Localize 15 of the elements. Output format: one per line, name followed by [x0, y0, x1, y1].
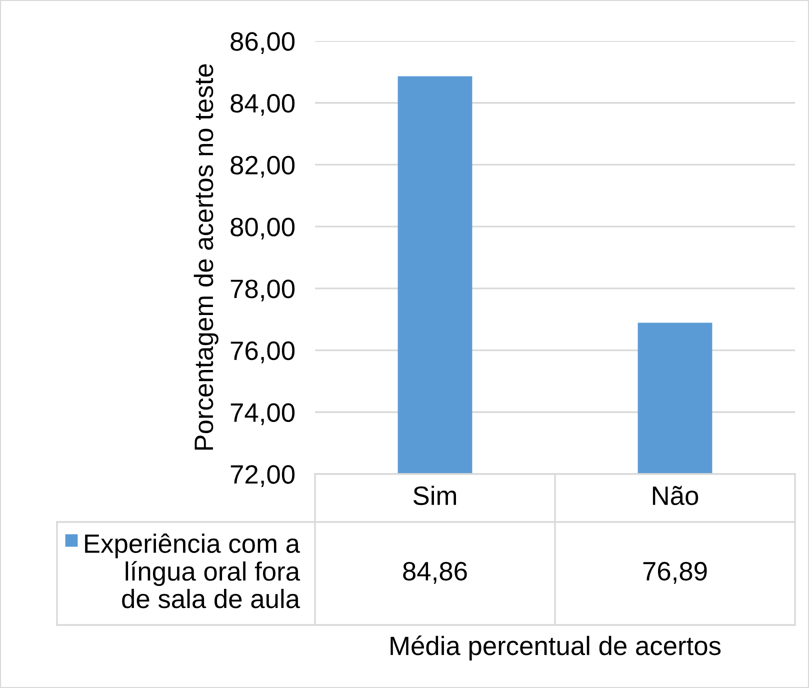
y-tick-label: 80,00: [230, 218, 295, 240]
x-tick-label: Não: [652, 486, 698, 506]
y-tick-label: 78,00: [230, 280, 295, 302]
legend-label: Experiência com a língua oral fora de sala de aula: [85, 534, 300, 608]
y-tick-label: 74,00: [230, 403, 295, 426]
y-tick-label: 82,00: [230, 156, 295, 178]
y-axis-title: Porcentagem de acertos no teste: [194, 64, 218, 450]
data-label: 76,89: [643, 562, 707, 584]
data-label: 84,86: [403, 562, 467, 584]
y-tick-label: 72,00: [230, 465, 295, 487]
y-tick-label: 86,00: [230, 32, 295, 54]
x-tick-label: Sim: [413, 486, 456, 506]
y-tick-label: 76,00: [230, 341, 295, 364]
y-tick-label: 84,00: [230, 94, 295, 116]
x-axis-title: Média percentual de acertos: [390, 636, 721, 660]
